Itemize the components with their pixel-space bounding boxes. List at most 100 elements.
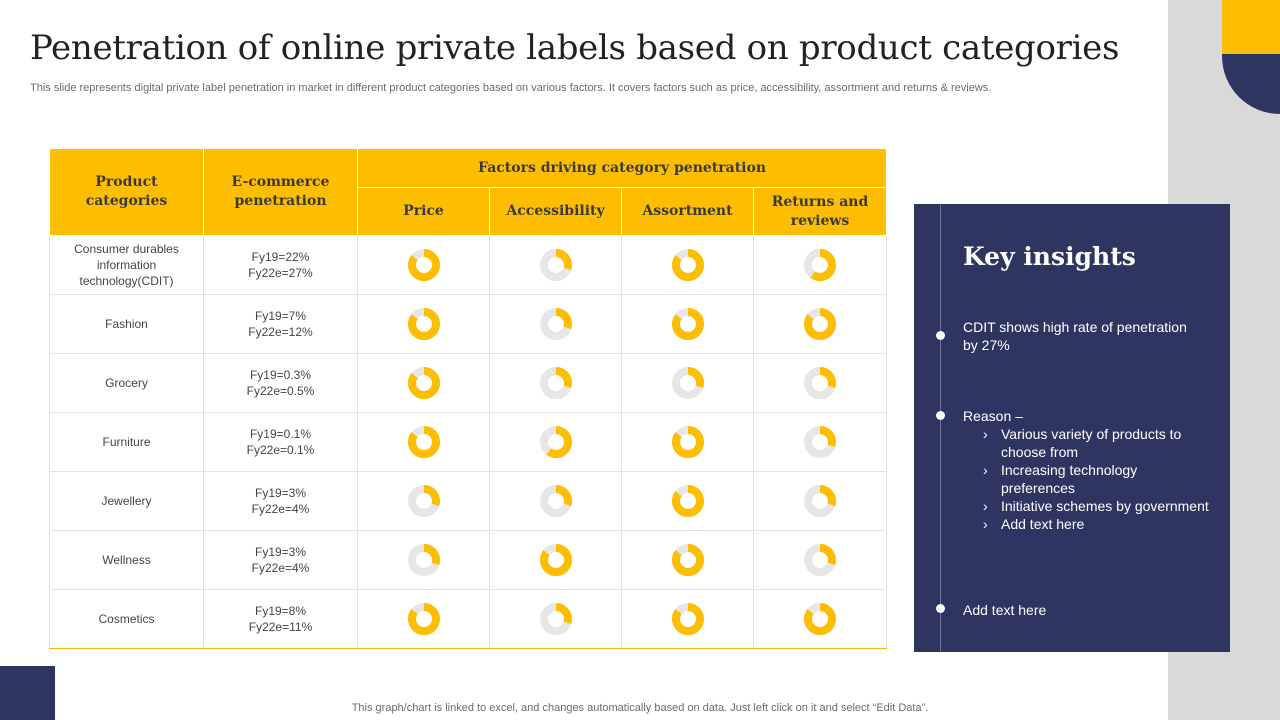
assortment-cell	[621, 235, 754, 295]
donut-fill	[804, 485, 837, 517]
table-row: Jewellery Fy19=3% Fy22e=4%	[49, 471, 888, 531]
fy19-value: Fy19=3%	[254, 545, 307, 559]
donut-fill	[539, 249, 572, 281]
returns-cell	[752, 353, 888, 413]
donut-fill	[671, 308, 704, 340]
donut-fill	[671, 485, 704, 517]
assortment-cell	[621, 589, 754, 649]
returns-donut-chart	[804, 308, 837, 340]
price-cell	[357, 412, 490, 472]
donut-fill	[804, 426, 837, 458]
donut-fill	[671, 367, 704, 399]
accessibility-cell	[489, 589, 622, 649]
returns-cell	[752, 235, 888, 295]
fy19-value: Fy19=0.3%	[249, 368, 312, 382]
header-accessibility: Accessibility	[489, 187, 622, 236]
fy22-value: Fy22e=12%	[248, 325, 313, 339]
category-cell: Consumer durables information technology…	[49, 235, 204, 295]
fy19-value: Fy19=0.1%	[249, 427, 312, 441]
assortment-donut-chart	[671, 485, 704, 517]
price-donut-chart	[407, 544, 440, 576]
price-cell	[357, 235, 490, 295]
price-cell	[357, 589, 490, 649]
table-row: Fashion Fy19=7% Fy22e=12%	[49, 294, 888, 354]
reason-item: › Increasing technology preferences	[983, 462, 1138, 496]
insight-reason: Reason – › Various variety of products to…	[963, 407, 1213, 533]
insight-add-text: Add text here	[963, 602, 1047, 618]
fy22-value: Fy22e=27%	[248, 266, 313, 280]
reason-label: Reason –	[963, 408, 1023, 424]
chevron-right-icon: ›	[983, 462, 988, 478]
price-donut-chart	[407, 249, 440, 281]
returns-donut-chart	[804, 603, 837, 635]
timeline-line	[940, 204, 941, 652]
fy22-value: Fy22e=4%	[251, 561, 310, 575]
donut-fill	[804, 308, 837, 340]
donut-fill	[407, 426, 440, 458]
donut-fill	[407, 308, 440, 340]
footer-note: This graph/chart is linked to excel, and…	[351, 702, 929, 714]
donut-fill	[671, 544, 704, 576]
category-cell: Jewellery	[49, 471, 204, 531]
returns-cell	[752, 530, 888, 590]
fy22-value: Fy22e=11%	[248, 620, 313, 634]
insight-cdit: CDIT shows high rate of penetration by 2…	[963, 319, 1187, 353]
header-product-categories: Product categories	[49, 148, 204, 236]
category-cell: Fashion	[49, 294, 204, 354]
penetration-cell: Fy19=0.1% Fy22e=0.1%	[203, 412, 358, 472]
header-assortment: Assortment	[621, 187, 754, 236]
donut-fill	[804, 603, 837, 635]
table-row: Wellness Fy19=3% Fy22e=4%	[49, 530, 888, 590]
assortment-donut-chart	[671, 249, 704, 281]
penetration-cell: Fy19=22% Fy22e=27%	[203, 235, 358, 295]
category-cell: Wellness	[49, 530, 204, 590]
returns-donut-chart	[804, 544, 837, 576]
price-cell	[357, 353, 490, 413]
fy22-value: Fy22e=0.1%	[246, 443, 315, 457]
returns-donut-chart	[804, 367, 837, 399]
assortment-donut-chart	[671, 544, 704, 576]
fy19-value: Fy19=3%	[254, 486, 307, 500]
key-insights-title: Key insights	[963, 242, 1136, 271]
fy19-value: Fy19=22%	[251, 250, 310, 264]
donut-fill	[539, 603, 572, 635]
donut-fill	[539, 426, 572, 458]
accessibility-cell	[489, 353, 622, 413]
donut-fill	[671, 603, 704, 635]
assortment-cell	[621, 471, 754, 531]
donut-fill	[407, 485, 440, 517]
reason-item: › Add text here	[983, 516, 1085, 532]
penetration-cell: Fy19=3% Fy22e=4%	[203, 530, 358, 590]
donut-fill	[671, 249, 704, 281]
table-row: Grocery Fy19=0.3% Fy22e=0.5%	[49, 353, 888, 413]
donut-fill	[407, 249, 440, 281]
fy19-value: Fy19=7%	[254, 309, 307, 323]
accessibility-cell	[489, 294, 622, 354]
penetration-cell: Fy19=7% Fy22e=12%	[203, 294, 358, 354]
donut-fill	[804, 367, 837, 399]
donut-fill	[539, 367, 572, 399]
chevron-right-icon: ›	[983, 516, 988, 532]
accessibility-cell	[489, 235, 622, 295]
returns-donut-chart	[804, 426, 837, 458]
assortment-donut-chart	[671, 308, 704, 340]
reason-list: › Various variety of products to choose f…	[963, 425, 1213, 533]
accessibility-donut-chart	[539, 485, 572, 517]
category-cell: Cosmetics	[49, 589, 204, 649]
table-row: Cosmetics Fy19=8% Fy22e=11%	[49, 589, 888, 649]
penetration-cell: Fy19=3% Fy22e=4%	[203, 471, 358, 531]
returns-cell	[752, 471, 888, 531]
price-donut-chart	[407, 426, 440, 458]
accessibility-donut-chart	[539, 603, 572, 635]
price-donut-chart	[407, 367, 440, 399]
returns-donut-chart	[804, 485, 837, 517]
accessibility-cell	[489, 412, 622, 472]
penetration-table: Product categories E-commerce penetratio…	[49, 148, 888, 649]
bullet-icon	[936, 331, 945, 340]
category-cell: Furniture	[49, 412, 204, 472]
returns-donut-chart	[804, 249, 837, 281]
returns-cell	[752, 589, 888, 649]
bottom-left-accent	[0, 666, 55, 720]
assortment-donut-chart	[671, 426, 704, 458]
price-cell	[357, 294, 490, 354]
